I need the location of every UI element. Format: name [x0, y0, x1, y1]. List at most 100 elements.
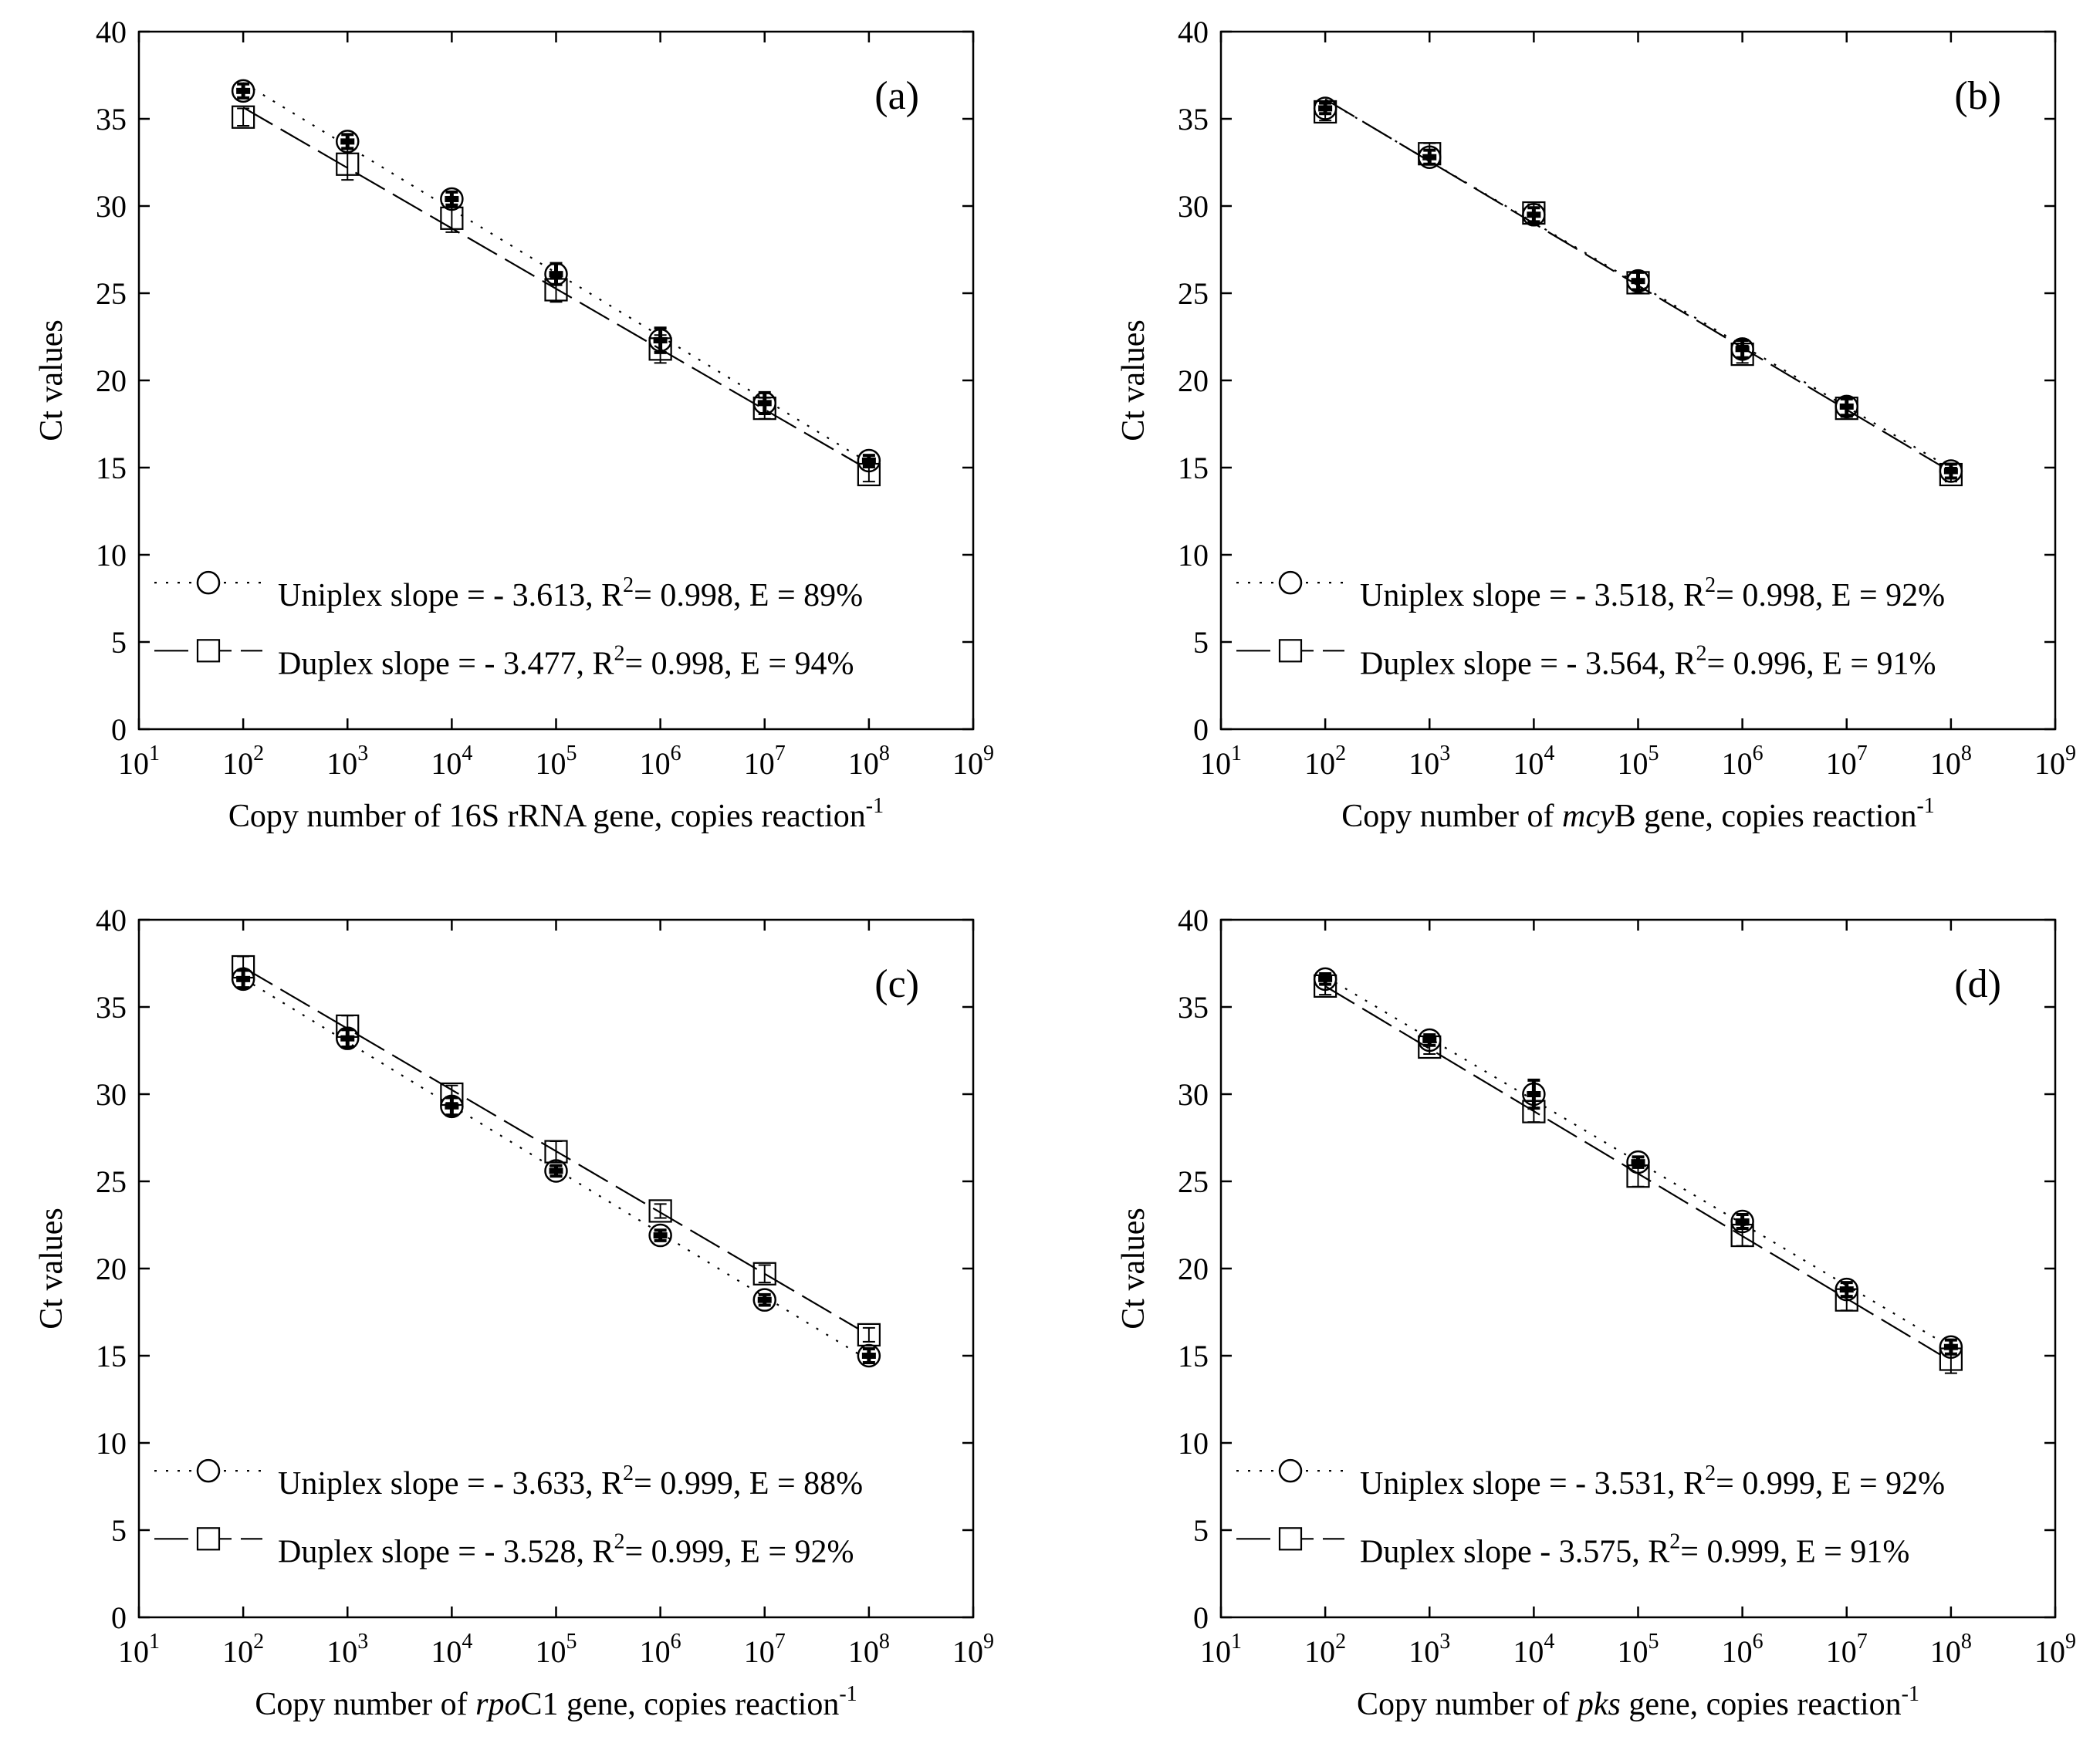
x-tick-base: 10 [118, 1634, 149, 1669]
x-tick-base: 10 [1618, 746, 1649, 781]
data-point-duplex [1626, 1164, 1650, 1188]
x-tick-base: 10 [1408, 746, 1439, 781]
data-point-duplex [544, 1140, 568, 1164]
x-tick-base: 10 [848, 746, 879, 781]
y-axis-label: Ct values [1116, 319, 1151, 441]
x-tick-base: 10 [952, 746, 983, 781]
data-point-uniplex-center [236, 975, 251, 982]
legend-text-post: = 0.999, E = 88% [634, 1466, 863, 1502]
x-tick-base: 10 [848, 1634, 879, 1669]
y-tick-label: 20 [96, 1252, 127, 1286]
legend-marker-circle [196, 570, 221, 595]
y-tick-label: 10 [96, 538, 127, 573]
y-tick-label: 0 [1193, 1600, 1209, 1635]
x-axis-label-prefix: Copy number of 16S rRNA gene, copies rea… [228, 799, 866, 834]
data-point-duplex [232, 954, 255, 979]
legend-text-sup: 2 [1696, 641, 1706, 665]
data-point-duplex [1730, 1223, 1754, 1248]
y-axis-label: Ct values [34, 319, 69, 441]
x-axis-label-exponent: -1 [839, 1682, 857, 1706]
y-tick-label: 15 [1178, 1339, 1209, 1373]
data-point-uniplex [648, 1223, 672, 1248]
x-tick-base: 10 [1930, 746, 1961, 781]
legend-text-sup: 2 [614, 1529, 624, 1553]
x-tick-exponent: 4 [462, 742, 472, 765]
data-point-duplex [232, 105, 255, 129]
x-tick-label: 108 [848, 1630, 890, 1669]
legend-text-pre: Duplex slope = - 3.477, R [278, 646, 614, 681]
y-axis-label: Ct values [34, 1208, 69, 1329]
legend-marker-square [196, 1527, 221, 1551]
x-tick-label: 105 [536, 1630, 577, 1669]
x-tick-exponent: 8 [879, 1630, 890, 1654]
data-point-uniplex-center [653, 1232, 668, 1239]
legend-text-post: = 0.999, E = 92% [624, 1534, 854, 1569]
x-tick-label: 105 [1618, 742, 1659, 781]
legend-label-duplex: Duplex slope - 3.575, R2= 0.999, E = 91% [1360, 1529, 1909, 1569]
legend-text-pre: Duplex slope - 3.575, R [1360, 1534, 1669, 1569]
data-point-duplex [1835, 397, 1858, 421]
x-tick-exponent: 6 [1753, 742, 1764, 765]
x-axis-label-exponent: -1 [1902, 1682, 1919, 1706]
x-tick-label: 107 [1826, 1630, 1868, 1669]
x-tick-label: 106 [1722, 1630, 1764, 1669]
x-axis-label: Copy number of pks gene, copies reaction… [1357, 1682, 1919, 1722]
x-tick-base: 10 [1722, 1634, 1753, 1669]
x-axis-label-gene-italic: rpo [475, 1687, 520, 1722]
y-tick-label: 40 [96, 903, 127, 938]
x-tick-base: 10 [1513, 1634, 1544, 1669]
legend-text-sup: 2 [1705, 573, 1716, 597]
legend-label-duplex: Duplex slope = - 3.564, R2= 0.996, E = 9… [1360, 641, 1936, 681]
x-tick-label: 101 [1200, 742, 1242, 781]
x-axis-label-prefix: Copy number of [1357, 1687, 1578, 1722]
y-tick-label: 40 [1178, 15, 1209, 49]
x-tick-exponent: 4 [1544, 1630, 1554, 1654]
data-point-uniplex-center [1735, 1218, 1750, 1225]
y-tick-label: 0 [1193, 712, 1209, 747]
data-point-duplex [440, 206, 464, 230]
x-tick-label: 102 [1304, 742, 1346, 781]
data-point-duplex [336, 1014, 360, 1038]
panel-label: (c) [874, 962, 919, 1006]
x-tick-label: 108 [1930, 1630, 1972, 1669]
x-tick-base: 10 [326, 1634, 357, 1669]
data-point-uniplex-center [236, 87, 251, 94]
x-tick-exponent: 3 [1439, 1630, 1450, 1654]
x-axis-label-middle: gene, copies reaction [1621, 1687, 1902, 1722]
x-axis-label-gene-italic: mcy [1562, 799, 1615, 834]
x-tick-exponent: 6 [671, 742, 681, 765]
plot-frame [1219, 918, 2057, 1619]
x-tick-exponent: 7 [775, 742, 786, 765]
data-point-duplex [1835, 1288, 1858, 1312]
data-point-duplex [1314, 100, 1337, 124]
x-tick-base: 10 [640, 746, 671, 781]
y-tick-label: 5 [1193, 625, 1209, 660]
x-tick-base: 10 [1826, 746, 1857, 781]
legend-marker-circle [1278, 570, 1303, 595]
x-tick-base: 10 [744, 746, 775, 781]
legend-text-pre: Uniplex slope = - 3.633, R [278, 1466, 623, 1502]
data-point-uniplex [752, 1288, 776, 1312]
x-tick-exponent: 6 [671, 1630, 681, 1654]
data-point-duplex [544, 278, 568, 302]
x-tick-exponent: 5 [566, 1630, 577, 1654]
x-axis-label-prefix: Copy number of [1341, 799, 1562, 834]
x-tick-label: 103 [1408, 1630, 1450, 1669]
x-tick-exponent: 6 [1753, 1630, 1764, 1654]
x-tick-exponent: 3 [357, 742, 368, 765]
data-point-duplex [1522, 1100, 1546, 1123]
x-tick-exponent: 1 [149, 1630, 160, 1654]
data-point-uniplex-center [861, 1353, 876, 1359]
x-tick-label: 109 [2034, 1630, 2076, 1669]
x-tick-label: 106 [1722, 742, 1764, 781]
y-tick-label: 10 [96, 1426, 127, 1461]
y-tick-label: 40 [1178, 903, 1209, 938]
legend-label-duplex: Duplex slope = - 3.477, R2= 0.998, E = 9… [278, 641, 854, 681]
panel-label: (a) [874, 74, 919, 118]
x-tick-label: 106 [640, 742, 681, 781]
x-axis-label: Copy number of 16S rRNA gene, copies rea… [228, 794, 884, 834]
